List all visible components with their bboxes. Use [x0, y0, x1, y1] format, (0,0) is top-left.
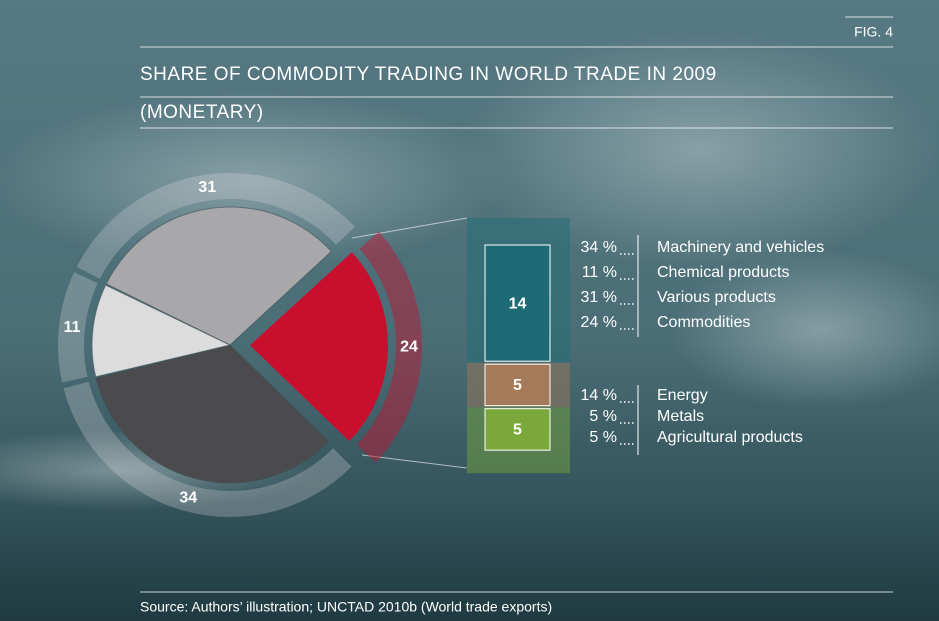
figure-label: FIG. 4	[854, 24, 893, 40]
legend-label: Commodities	[657, 314, 750, 331]
legend-value: 5 %	[589, 408, 617, 425]
segment-label: 5	[513, 422, 522, 439]
slice-label: 31	[198, 179, 216, 196]
legend-value: 11 %	[582, 264, 617, 281]
chart-title: SHARE OF COMMODITY TRADING IN WORLD TRAD…	[140, 64, 717, 85]
legend-value: 31 %	[581, 289, 617, 306]
legend-label: Chemical products	[657, 264, 790, 281]
segment-label: 14	[509, 295, 527, 312]
figure: FIG. 4 SHARE OF COMMODITY TRADING IN WOR…	[0, 0, 939, 621]
source-note: Source: Authors’ illustration; UNCTAD 20…	[140, 599, 552, 615]
legend-label: Various products	[657, 289, 776, 306]
slice-label: 11	[63, 319, 80, 336]
legend-label: Agricultural products	[657, 429, 803, 446]
segment-label: 5	[513, 377, 522, 394]
slice-label: 24	[400, 339, 418, 356]
legend-value: 34 %	[581, 239, 617, 256]
legend-value: 5 %	[589, 429, 617, 446]
legend-value: 14 %	[581, 387, 617, 404]
chart-subtitle: (MONETARY)	[140, 102, 264, 123]
slice-label: 34	[179, 490, 197, 507]
legend-value: 24 %	[581, 314, 617, 331]
legend-label: Machinery and vehicles	[657, 239, 824, 256]
legend-label: Metals	[657, 408, 704, 425]
legend-label: Energy	[657, 387, 708, 404]
